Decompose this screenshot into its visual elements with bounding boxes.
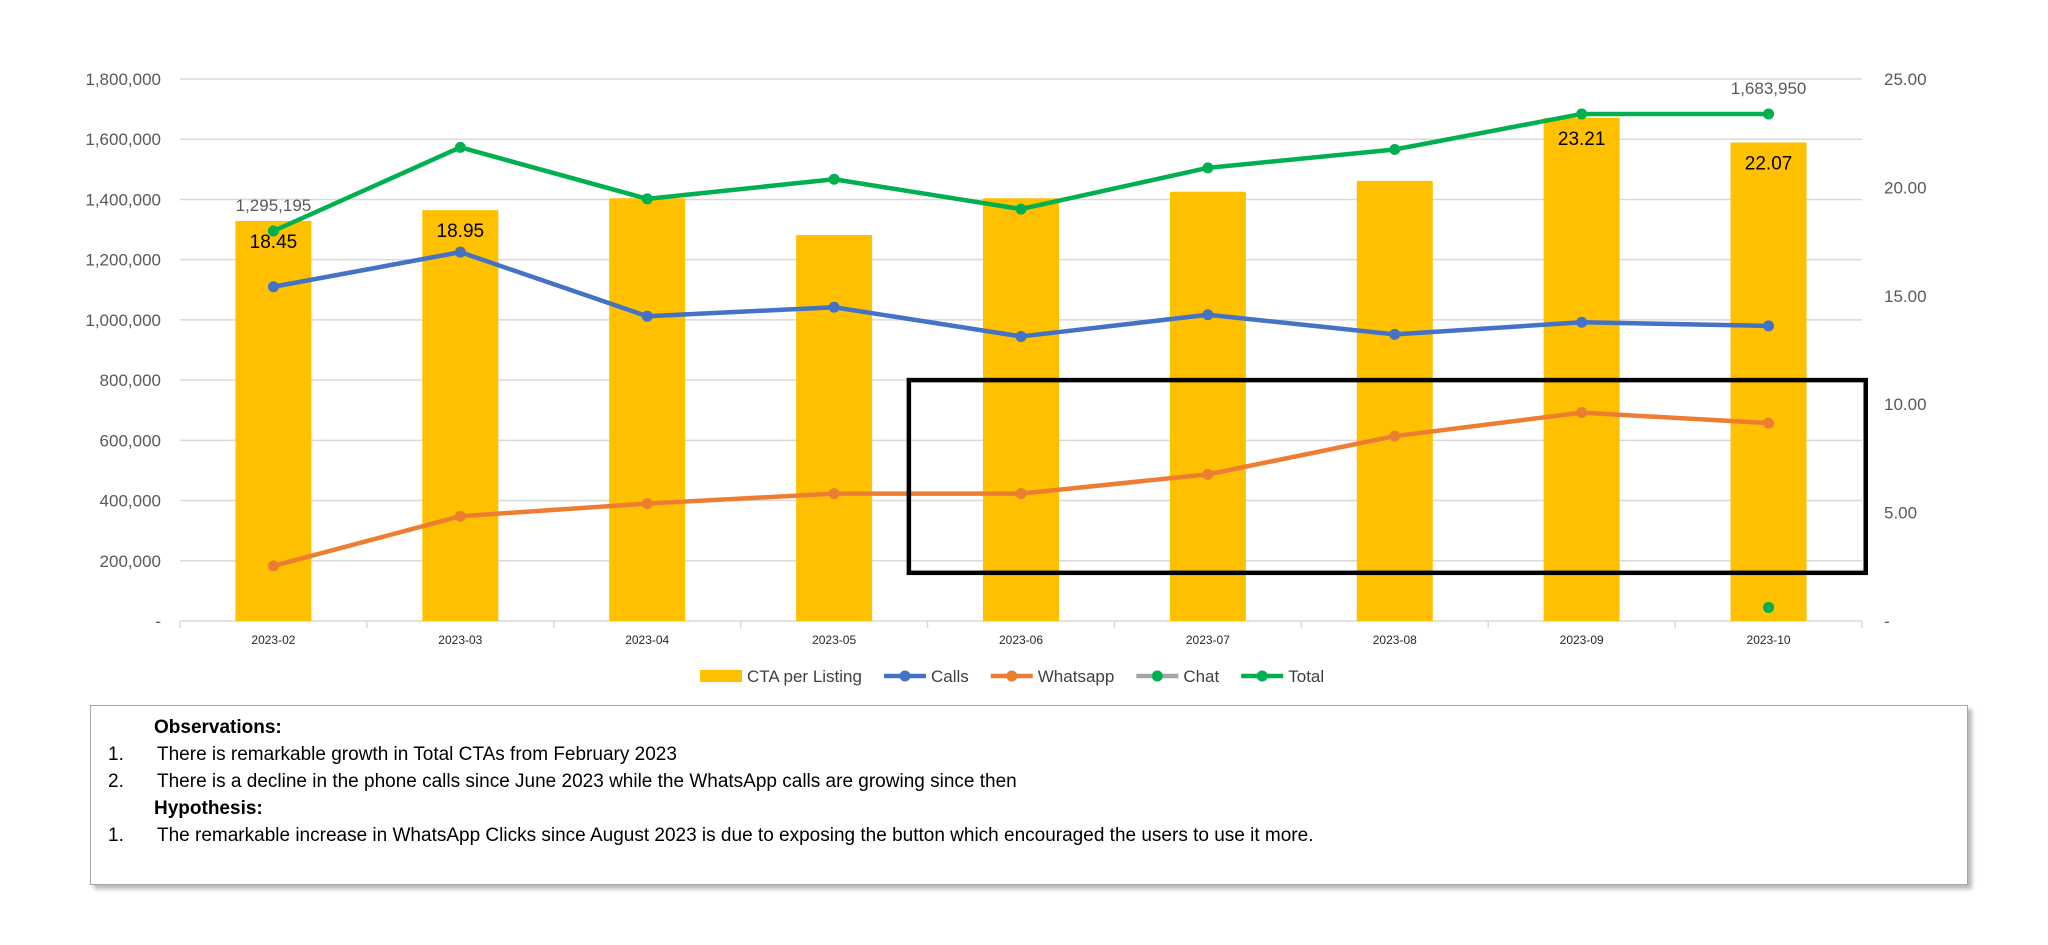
y-left-tick-label: 1,200,000: [85, 251, 161, 270]
x-tick-label: 2023-09: [1560, 633, 1604, 647]
legend-label-total: Total: [1288, 667, 1324, 686]
y-left-tick-label: 1,000,000: [85, 311, 161, 330]
y-right-tick-label: 25.00: [1884, 70, 1927, 89]
bar-cta-per-listing: [422, 210, 499, 621]
point-total: [267, 225, 279, 237]
y-right-tick-label: -: [1884, 612, 1890, 631]
point-whatsapp: [1576, 407, 1588, 419]
y-left-tick-label: 400,000: [100, 492, 161, 511]
point-whatsapp: [828, 488, 840, 500]
observations-title: Observations:: [154, 717, 282, 738]
point-whatsapp: [454, 510, 466, 522]
point-total: [1389, 143, 1401, 155]
point-calls: [454, 246, 466, 258]
combo-chart: - 200,000 400,000 600,000 800,000 1,000,000 1,…: [85, 70, 1927, 686]
point-calls: [1576, 316, 1588, 328]
x-tick-label: 2023-03: [438, 633, 482, 647]
bar-cta-per-listing: [609, 198, 686, 622]
total-data-label: 1,683,950: [1731, 79, 1807, 98]
point-total: [1015, 203, 1027, 215]
bar-cta-per-listing: [796, 235, 873, 621]
bar-data-label: 18.95: [437, 221, 485, 242]
y-left-tick-label: 200,000: [100, 552, 161, 571]
x-tick-label: 2023-10: [1747, 633, 1791, 647]
y-left-tick-label: 1,800,000: [85, 70, 161, 89]
bar-data-label: 23.21: [1558, 129, 1606, 150]
x-tick-label: 2023-04: [625, 633, 669, 647]
y-left-tick-label: 1,600,000: [85, 130, 161, 149]
point-whatsapp: [641, 498, 653, 510]
legend-swatch-cta-per-listing: [700, 670, 742, 682]
legend-marker-whatsapp: [1006, 670, 1018, 682]
highlight-box: [906, 377, 1868, 576]
point-calls: [641, 310, 653, 322]
bar-data-label: 18.45: [250, 232, 298, 253]
x-tick-label: 2023-06: [999, 633, 1043, 647]
x-tick-label: 2023-07: [1186, 633, 1230, 647]
legend-marker-calls: [899, 670, 911, 682]
bar-cta-per-listing: [1543, 117, 1620, 622]
legend-label-calls: Calls: [931, 667, 969, 686]
legend-label-cta-per-listing: CTA per Listing: [747, 667, 862, 686]
hypothesis-1-number: 1.: [108, 825, 124, 846]
point-whatsapp: [1389, 430, 1401, 442]
point-total: [641, 193, 653, 205]
point-whatsapp: [267, 560, 279, 572]
point-calls: [1763, 320, 1775, 332]
point-calls: [1015, 330, 1027, 342]
y-right-tick-label: 15.00: [1884, 287, 1927, 306]
total-data-label: 1,295,195: [236, 196, 312, 215]
point-total: [1576, 108, 1588, 120]
bar-cta-per-listing: [983, 198, 1059, 622]
point-calls: [267, 281, 279, 293]
point-calls: [828, 301, 840, 313]
observation-1-number: 1.: [108, 744, 124, 765]
y-left-tick-label: 600,000: [100, 431, 161, 450]
y-right-tick-label: 20.00: [1884, 178, 1927, 197]
observation-2-number: 2.: [108, 771, 124, 792]
point-total: [828, 173, 840, 185]
notes-box: Observations: 1. There is remarkable gro…: [90, 705, 1968, 885]
observation-2-text: There is a decline in the phone calls si…: [157, 771, 1017, 792]
point-total: [454, 141, 466, 153]
point-total: [1763, 108, 1775, 120]
point-whatsapp: [1015, 488, 1027, 500]
x-tick-label: 2023-08: [1373, 633, 1417, 647]
bar-cta-per-listing: [1169, 191, 1246, 621]
legend-marker-total: [1256, 670, 1268, 682]
legend-label-whatsapp: Whatsapp: [1038, 667, 1115, 686]
hypothesis-title: Hypothesis:: [154, 798, 263, 819]
legend-label-chat: Chat: [1183, 667, 1219, 686]
point-calls: [1389, 328, 1401, 340]
y-right-tick-label: 5.00: [1884, 504, 1917, 523]
hypothesis-1-text: The remarkable increase in WhatsApp Clic…: [157, 825, 1314, 846]
y-left-tick-label: 800,000: [100, 371, 161, 390]
observation-1-text: There is remarkable growth in Total CTAs…: [157, 744, 677, 765]
point-chat: [1763, 601, 1775, 613]
point-whatsapp: [1763, 417, 1775, 429]
point-whatsapp: [1202, 468, 1214, 480]
point-total: [1202, 162, 1214, 174]
x-tick-label: 2023-02: [251, 633, 295, 647]
legend-marker-chat: [1151, 670, 1163, 682]
y-left-tick-label: 1,400,000: [85, 190, 161, 209]
bar-data-label: 22.07: [1745, 154, 1793, 175]
point-calls: [1202, 309, 1214, 321]
bar-cta-per-listing: [1356, 180, 1433, 621]
y-left-tick-label: -: [155, 612, 161, 631]
x-tick-label: 2023-05: [812, 633, 856, 647]
y-right-tick-label: 10.00: [1884, 395, 1927, 414]
